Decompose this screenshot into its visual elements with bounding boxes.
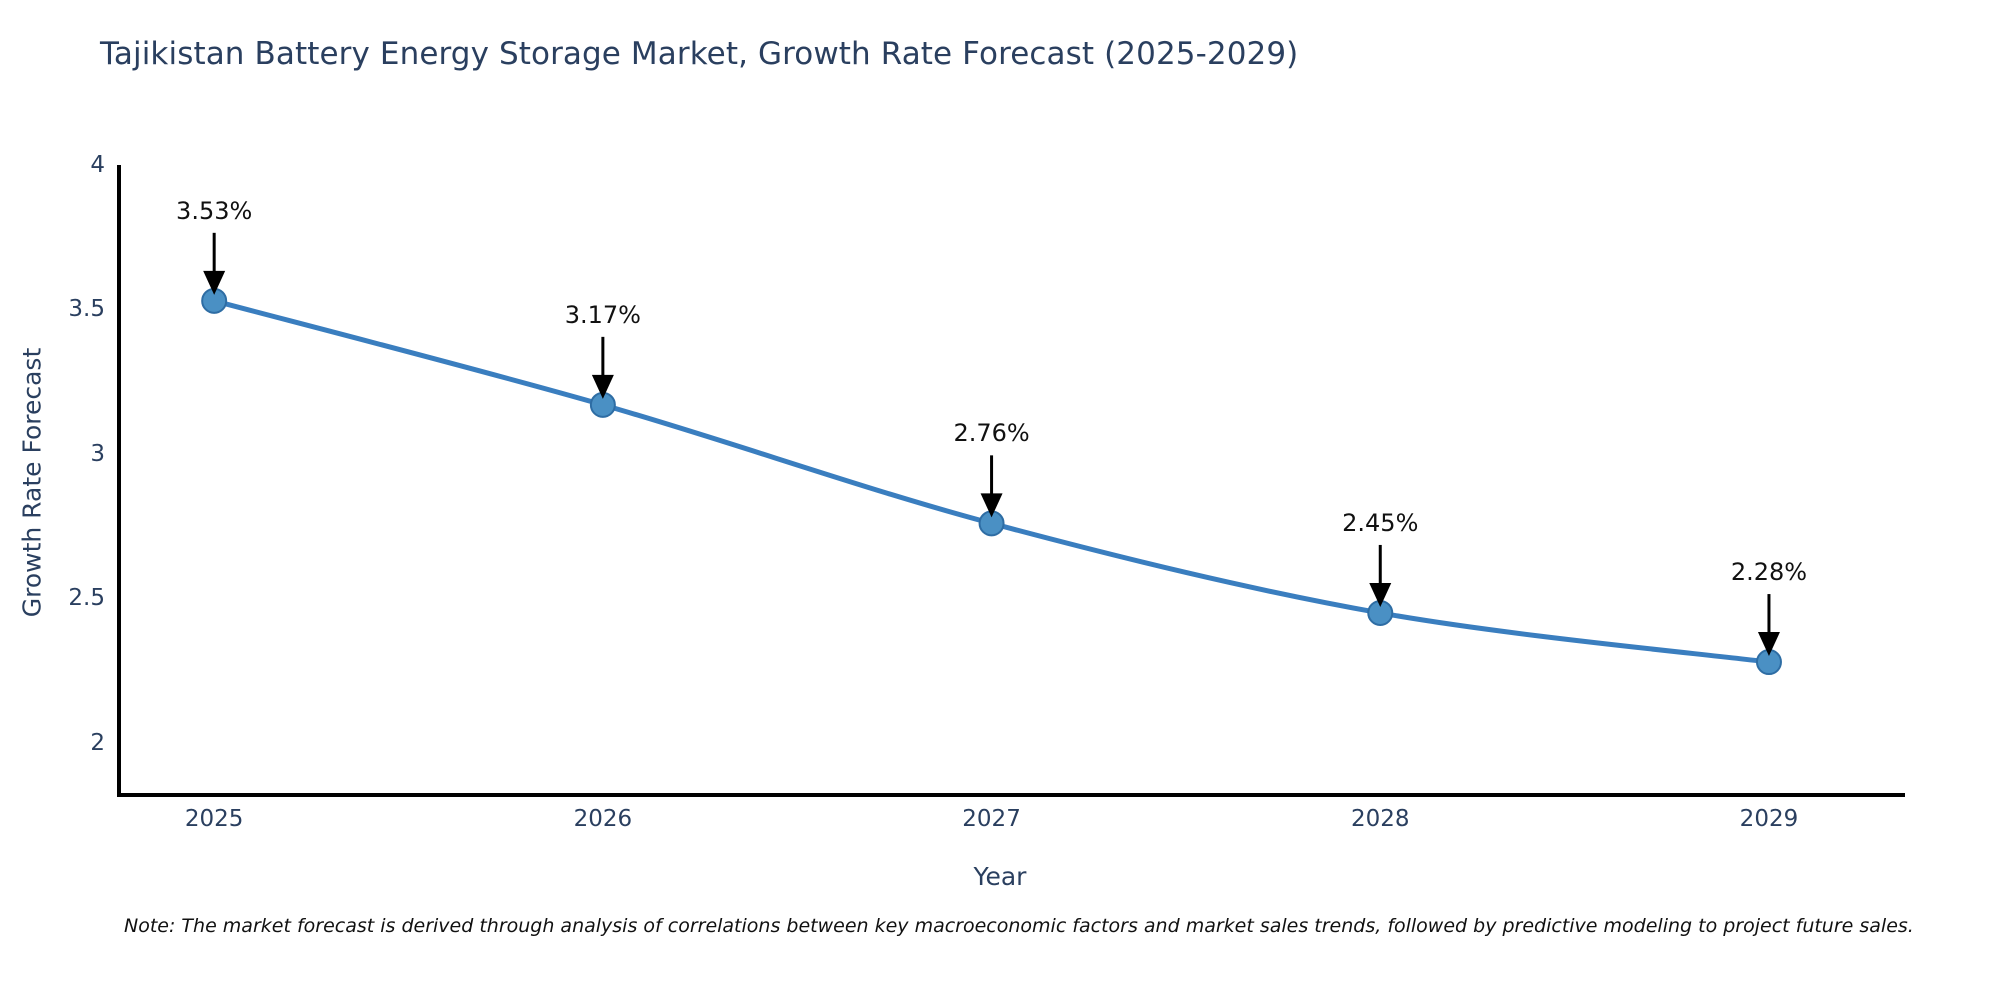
x-axis-title: Year bbox=[973, 862, 1027, 891]
annotation-arrow-head bbox=[1369, 582, 1392, 607]
x-axis-spine bbox=[117, 793, 1905, 797]
x-axis-tick-label: 2027 bbox=[962, 806, 1021, 832]
series-svg bbox=[201, 232, 1782, 676]
annotation-arrow-head bbox=[1757, 632, 1780, 657]
plot-area bbox=[117, 165, 1905, 795]
y-axis-title: Growth Rate Forecast bbox=[17, 347, 47, 618]
x-axis-tick-label: 2029 bbox=[1739, 806, 1799, 832]
annotation-arrow-head bbox=[203, 270, 226, 295]
x-axis-tick-label: 2028 bbox=[1350, 806, 1410, 832]
chart-title: Tajikistan Battery Energy Storage Market… bbox=[100, 36, 1299, 72]
data-point-label: 2.28% bbox=[1730, 558, 1808, 587]
y-axis-tick-labels: 4 3.5 3 2.5 2 bbox=[0, 0, 105, 1000]
y-axis-tick-label: 2 bbox=[90, 729, 105, 756]
annotation-arrow-head bbox=[591, 374, 614, 399]
data-point-label: 2.76% bbox=[953, 419, 1030, 448]
x-axis-tick-label: 2025 bbox=[184, 806, 244, 832]
y-axis-tick-label: 2.5 bbox=[68, 585, 105, 612]
data-point-label: 3.53% bbox=[176, 196, 253, 225]
x-axis-tick-label: 2026 bbox=[573, 806, 633, 832]
chart-footnote: Note: The market forecast is derived thr… bbox=[124, 915, 1914, 937]
y-axis-spine bbox=[117, 165, 121, 797]
data-point-label: 2.45% bbox=[1342, 508, 1419, 537]
y-axis-tick-label: 4 bbox=[90, 152, 105, 178]
annotation-arrow-head bbox=[980, 493, 1003, 518]
y-axis-tick-label: 3 bbox=[90, 440, 105, 467]
data-point-label: 3.17% bbox=[564, 300, 641, 329]
y-axis-tick-label: 3.5 bbox=[68, 296, 105, 323]
